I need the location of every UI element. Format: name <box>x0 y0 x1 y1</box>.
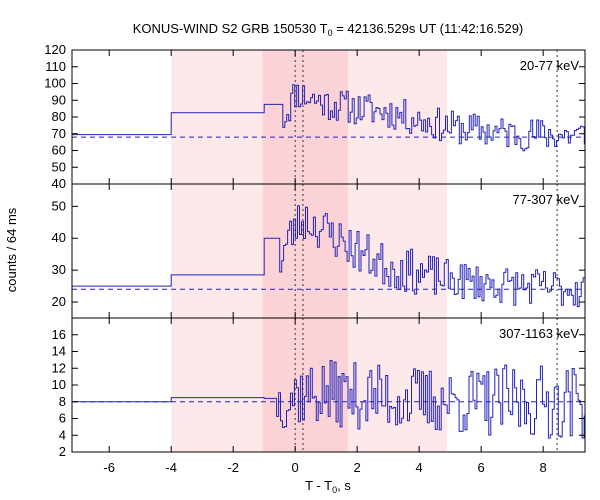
y-tick-label: 10 <box>52 377 66 392</box>
y-axis-label: counts / 64 ms <box>4 207 19 292</box>
y-tick-label: 30 <box>52 262 66 277</box>
y-tick-label: 100 <box>44 76 66 91</box>
x-tick-label: -4 <box>165 460 177 475</box>
chart-title: KONUS-WIND S2 GRB 150530 T0 = 42136.529s… <box>133 21 524 38</box>
y-tick-label: 80 <box>52 109 66 124</box>
y-tick-label: 70 <box>52 126 66 141</box>
y-tick-label: 40 <box>52 230 66 245</box>
x-tick-label: 8 <box>540 460 547 475</box>
y-tick-label: 16 <box>52 327 66 342</box>
light-curve-panel-3 <box>72 360 585 439</box>
x-tick-label: 4 <box>416 460 423 475</box>
x-tick-label: -6 <box>103 460 115 475</box>
shaded-interval-2-panel-1 <box>262 50 348 184</box>
x-tick-label: 6 <box>478 460 485 475</box>
y-tick-label: 50 <box>52 198 66 213</box>
y-tick-label: 6 <box>59 411 66 426</box>
y-tick-label: 120 <box>44 42 66 57</box>
y-tick-label: 60 <box>52 143 66 158</box>
y-tick-label: 4 <box>59 427 66 442</box>
y-tick-label: 110 <box>45 59 66 74</box>
light-curve-panel-2 <box>72 205 585 308</box>
x-tick-label: 2 <box>354 460 361 475</box>
x-axis-label: T - T0, s <box>305 478 351 495</box>
shaded-interval-2-panel-2 <box>262 184 348 318</box>
light-curve-panel-1 <box>72 84 585 152</box>
x-tick-label: -2 <box>227 460 239 475</box>
y-tick-label: 12 <box>52 360 66 375</box>
y-tick-label: 20 <box>52 294 66 309</box>
energy-band-label-panel-3: 307-1163 keV <box>499 326 579 341</box>
energy-band-label-panel-2: 77-307 keV <box>513 192 580 207</box>
y-tick-label: 40 <box>52 176 66 191</box>
y-tick-label: 50 <box>52 159 66 174</box>
y-tick-label: 2 <box>59 444 66 459</box>
x-tick-label: 0 <box>292 460 299 475</box>
energy-band-label-panel-1: 20-77 keV <box>520 58 580 73</box>
y-tick-label: 8 <box>59 394 66 409</box>
shaded-interval-2-panel-3 <box>262 318 348 452</box>
y-tick-label: 14 <box>52 344 66 359</box>
y-tick-label: 90 <box>52 92 66 107</box>
